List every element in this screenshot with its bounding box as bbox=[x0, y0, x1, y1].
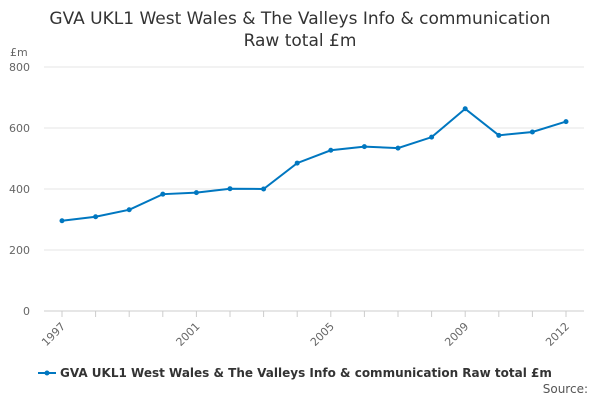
y-tick-label: 200 bbox=[9, 244, 30, 257]
data-point bbox=[160, 191, 166, 197]
chart-title: GVA UKL1 West Wales & The Valleys Info &… bbox=[0, 8, 600, 52]
data-point bbox=[193, 190, 199, 196]
data-point bbox=[261, 186, 267, 192]
y-tick-label: 800 bbox=[9, 61, 30, 74]
data-point bbox=[361, 144, 367, 150]
subtitle: Raw total £m bbox=[243, 31, 357, 51]
x-tick-label: 1997 bbox=[39, 320, 68, 349]
legend-line-icon bbox=[38, 370, 56, 376]
data-point bbox=[93, 214, 99, 220]
data-point bbox=[328, 147, 334, 153]
x-tick-label: 2005 bbox=[308, 320, 337, 349]
data-point bbox=[126, 207, 132, 213]
y-axis-label: £m bbox=[10, 46, 28, 59]
x-tick-label: 2009 bbox=[442, 320, 471, 349]
data-point bbox=[529, 129, 535, 135]
x-tick-label: 2001 bbox=[174, 320, 203, 349]
data-point bbox=[563, 119, 569, 125]
series-line bbox=[61, 107, 567, 222]
data-point bbox=[395, 145, 401, 151]
data-point bbox=[294, 160, 300, 166]
legend-label: GVA UKL1 West Wales & The Valleys Info &… bbox=[60, 366, 552, 380]
y-tick-label: 400 bbox=[9, 183, 30, 196]
y-tick-label: 0 bbox=[23, 305, 30, 318]
data-point bbox=[429, 134, 435, 140]
legend[interactable]: GVA UKL1 West Wales & The Valleys Info &… bbox=[38, 366, 552, 380]
source-label: Source: bbox=[542, 382, 588, 396]
data-point bbox=[496, 132, 502, 138]
title-line: GVA UKL1 West Wales & The Valleys Info &… bbox=[49, 9, 551, 29]
y-tick-label: 600 bbox=[9, 122, 30, 135]
data-point bbox=[59, 218, 65, 224]
data-point bbox=[227, 186, 233, 192]
data-point bbox=[462, 106, 468, 112]
x-tick-label: 2012 bbox=[543, 320, 572, 349]
